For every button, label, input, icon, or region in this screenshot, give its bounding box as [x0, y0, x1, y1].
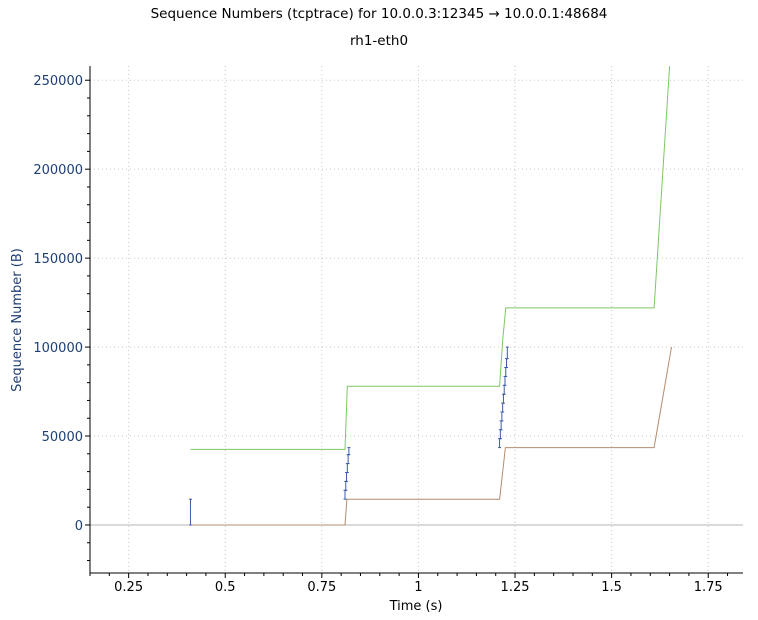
- data-segment: [345, 471, 349, 482]
- ack-line: [190, 347, 672, 526]
- y-axis-label: Sequence Number (B): [10, 248, 25, 392]
- data-segment: [502, 384, 506, 395]
- x-tick-label: 1: [414, 580, 422, 595]
- tick-labels-layer: 0.25 0.5 0.75 1 1.25 1.5 1.75 0 50000 100000 15000…: [33, 74, 722, 595]
- y-tick-label: 200000: [33, 163, 83, 178]
- receive-window-line: [190, 65, 671, 450]
- data-segment: [501, 393, 505, 404]
- x-axis-label: Time (s): [389, 599, 443, 614]
- data-segment: [505, 358, 509, 369]
- x-tick-label: 1.5: [601, 580, 622, 595]
- data-segment: [505, 346, 509, 360]
- y-tick-label: 0: [75, 519, 83, 534]
- y-tick-label: 50000: [42, 430, 83, 445]
- series-layer: [188, 65, 672, 526]
- data-segment: [346, 454, 350, 465]
- data-segment: [345, 463, 349, 473]
- data-segment: [498, 429, 502, 440]
- data-segment: [501, 402, 505, 413]
- data-segment: [344, 480, 348, 491]
- data-segment: [188, 498, 192, 526]
- chart-subtitle: rh1-eth0: [350, 33, 408, 49]
- x-tick-label: 1.75: [694, 580, 723, 595]
- x-tick-label: 1.25: [501, 580, 530, 595]
- x-tick-label: 0.75: [307, 580, 336, 595]
- axes-layer: [85, 66, 743, 578]
- y-tick-label: 250000: [33, 74, 83, 89]
- x-tick-label: 0.25: [114, 580, 143, 595]
- data-segment: [503, 375, 507, 386]
- data-segment: [504, 367, 508, 377]
- y-tick-label: 150000: [33, 252, 83, 267]
- x-tick-label: 0.5: [215, 580, 236, 595]
- y-tick-label: 100000: [33, 341, 83, 356]
- data-segment: [500, 411, 504, 422]
- data-segment: [343, 489, 347, 500]
- chart-title: Sequence Numbers (tcptrace) for 10.0.0.3…: [151, 6, 608, 22]
- grid-lines: [90, 66, 743, 573]
- data-segment: [499, 420, 503, 431]
- data-segment: [498, 438, 502, 449]
- data-segment: [347, 447, 351, 456]
